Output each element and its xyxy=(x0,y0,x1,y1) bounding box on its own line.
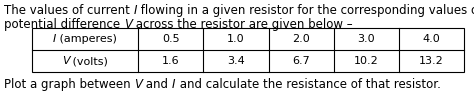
Text: (volts): (volts) xyxy=(70,56,109,66)
Text: and calculate the resistance of that resistor.: and calculate the resistance of that res… xyxy=(176,78,440,91)
Text: potential difference: potential difference xyxy=(4,18,124,31)
Text: 3.0: 3.0 xyxy=(357,34,375,44)
Text: The values of current: The values of current xyxy=(4,4,134,17)
Text: V: V xyxy=(124,18,132,31)
Text: 1.0: 1.0 xyxy=(227,34,245,44)
Text: 3.4: 3.4 xyxy=(227,56,245,66)
Text: 2.0: 2.0 xyxy=(292,34,310,44)
Text: 0.5: 0.5 xyxy=(162,34,180,44)
Text: 10.2: 10.2 xyxy=(354,56,379,66)
Text: 13.2: 13.2 xyxy=(419,56,444,66)
Text: flowing in a given resistor for the corresponding values of: flowing in a given resistor for the corr… xyxy=(137,4,474,17)
Text: 1.6: 1.6 xyxy=(162,56,180,66)
Text: I: I xyxy=(172,78,176,91)
Bar xyxy=(32,28,464,72)
Text: V: V xyxy=(134,78,142,91)
Text: 4.0: 4.0 xyxy=(422,34,440,44)
Text: I: I xyxy=(134,4,137,17)
Text: Plot a graph between: Plot a graph between xyxy=(4,78,134,91)
Text: (amperes): (amperes) xyxy=(56,34,117,44)
Text: I: I xyxy=(53,34,56,44)
Text: V: V xyxy=(62,56,70,66)
Text: 6.7: 6.7 xyxy=(292,56,310,66)
Text: across the resistor are given below –: across the resistor are given below – xyxy=(132,18,353,31)
Text: and: and xyxy=(142,78,172,91)
